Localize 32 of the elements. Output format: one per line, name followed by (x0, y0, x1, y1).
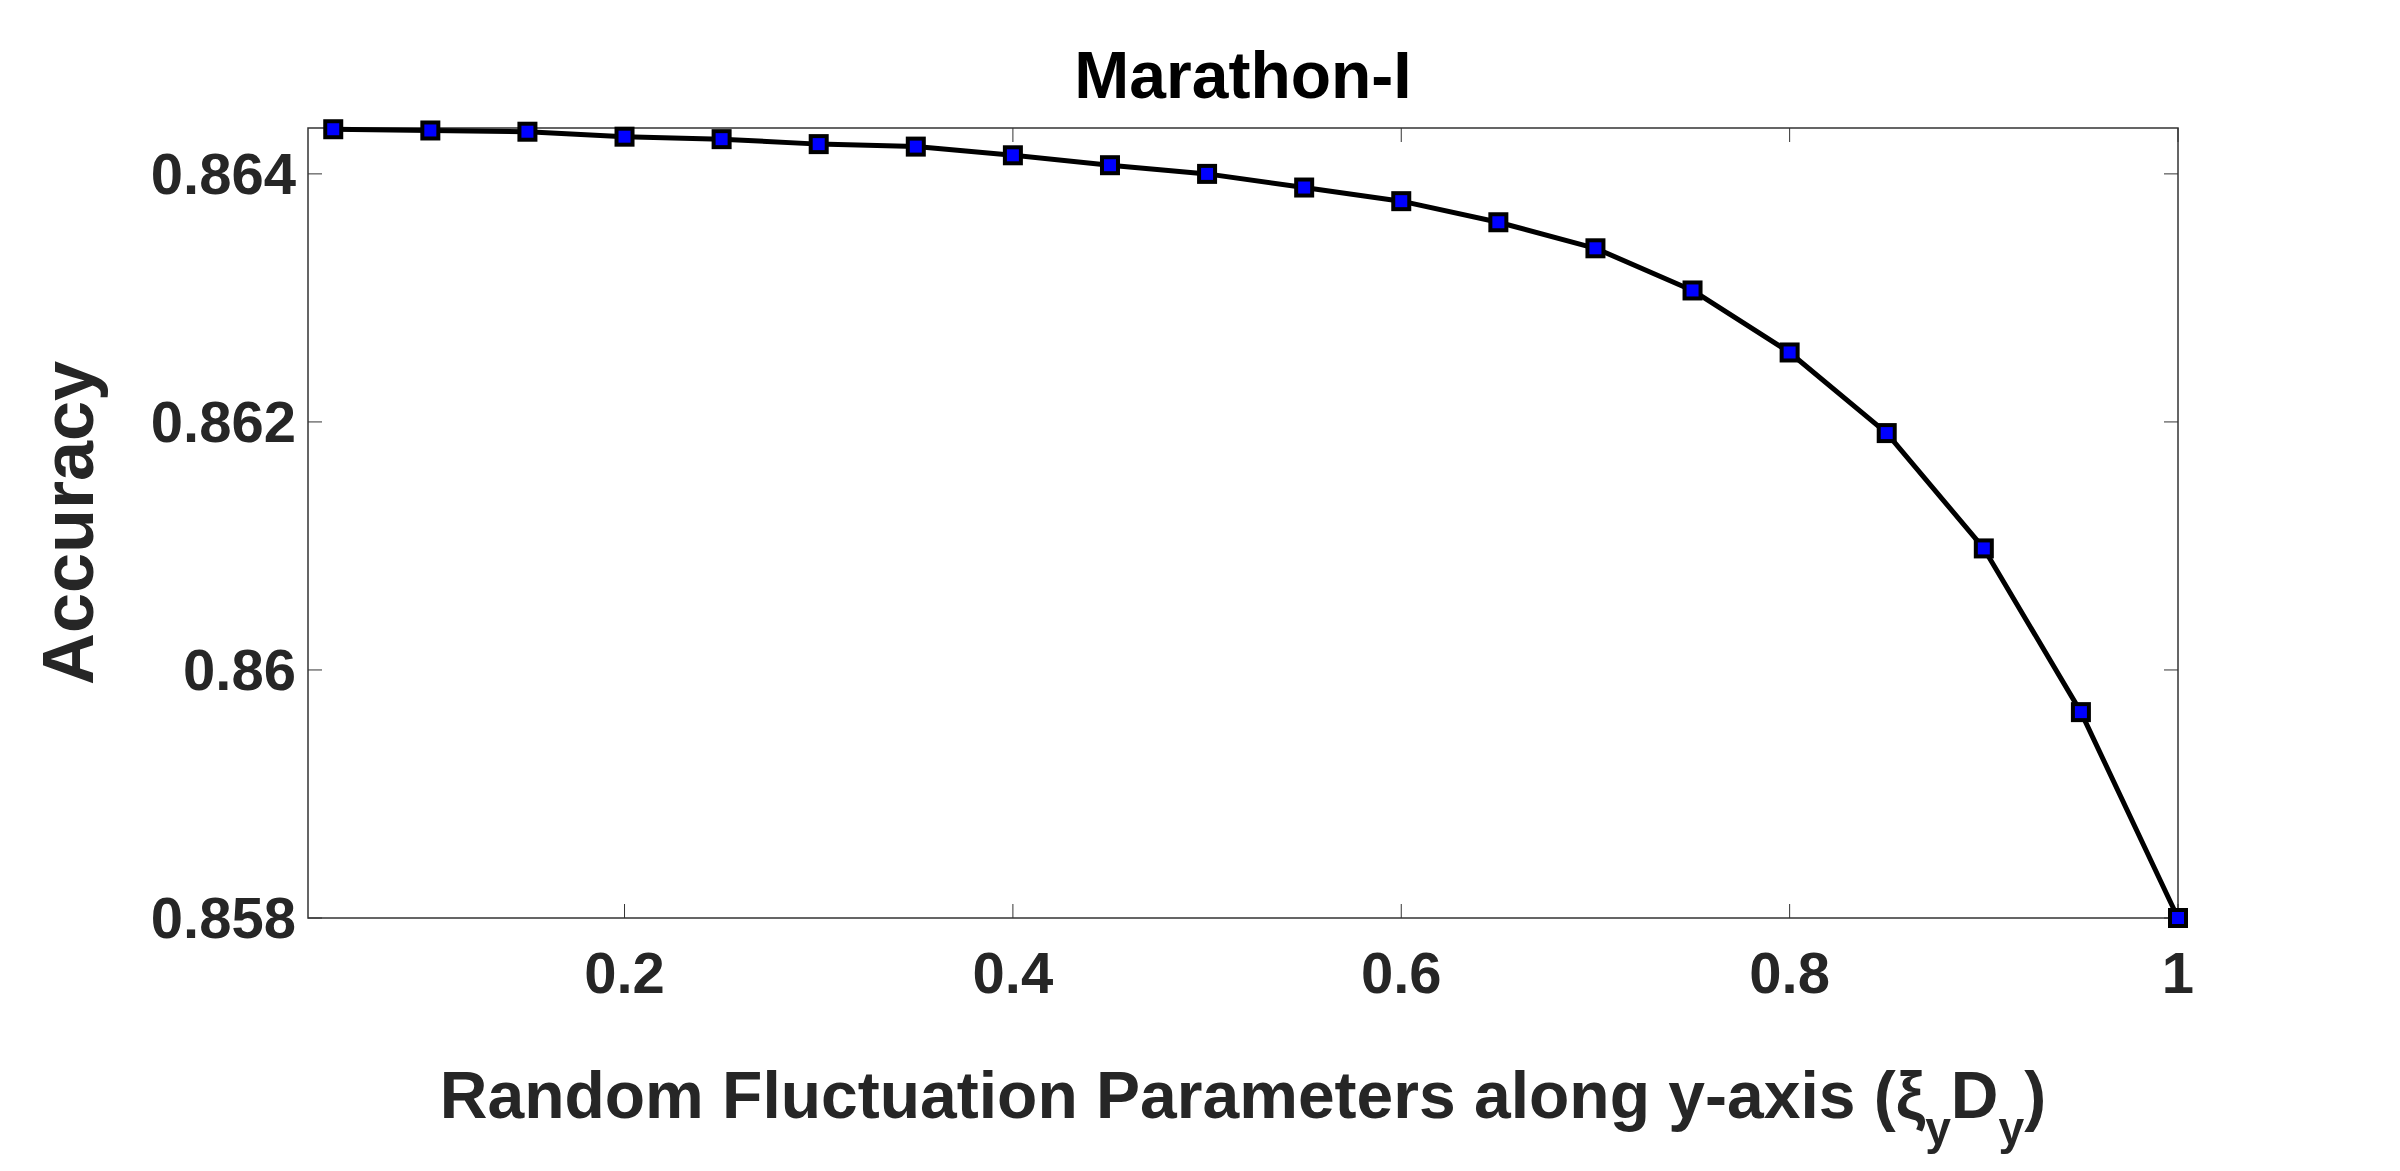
point (614, 126, 635, 147)
point (1973, 538, 1994, 559)
point (2070, 702, 2091, 723)
point (711, 129, 732, 150)
point (517, 121, 538, 142)
point (1779, 342, 1800, 363)
x-axis-title: Random Fluctuation Parameters along y-axis (ξ$_{y}$D$_{y}$) (439, 1058, 2047, 1154)
y-axis-title: Accuracy (28, 360, 108, 686)
point (1099, 155, 1120, 176)
point (1391, 191, 1412, 212)
x-tick-label: 1 (2161, 940, 2195, 1005)
point (2168, 908, 2188, 928)
x-tick-label: 0.8 (1749, 940, 1830, 1005)
y-tick-label: 0.864 (150, 141, 296, 207)
point (1002, 145, 1023, 166)
y-tick-label: 0.858 (150, 885, 296, 951)
point (1294, 177, 1315, 198)
point (1682, 280, 1703, 301)
x-tick-label: 0.2 (584, 940, 665, 1005)
chart-title: Marathon-I (1074, 38, 1412, 112)
point (1488, 212, 1509, 233)
point (808, 134, 829, 155)
point (420, 120, 441, 141)
point (1197, 163, 1218, 184)
y-tick-label: 0.862 (150, 389, 296, 455)
y-tick-label: 0.86 (183, 637, 296, 703)
point (905, 136, 926, 157)
point (323, 119, 344, 140)
x-tick-label: 0.6 (1360, 940, 1442, 1005)
x-tick-label: 0.4 (972, 940, 1054, 1005)
point (1585, 238, 1606, 259)
point (1876, 423, 1897, 444)
